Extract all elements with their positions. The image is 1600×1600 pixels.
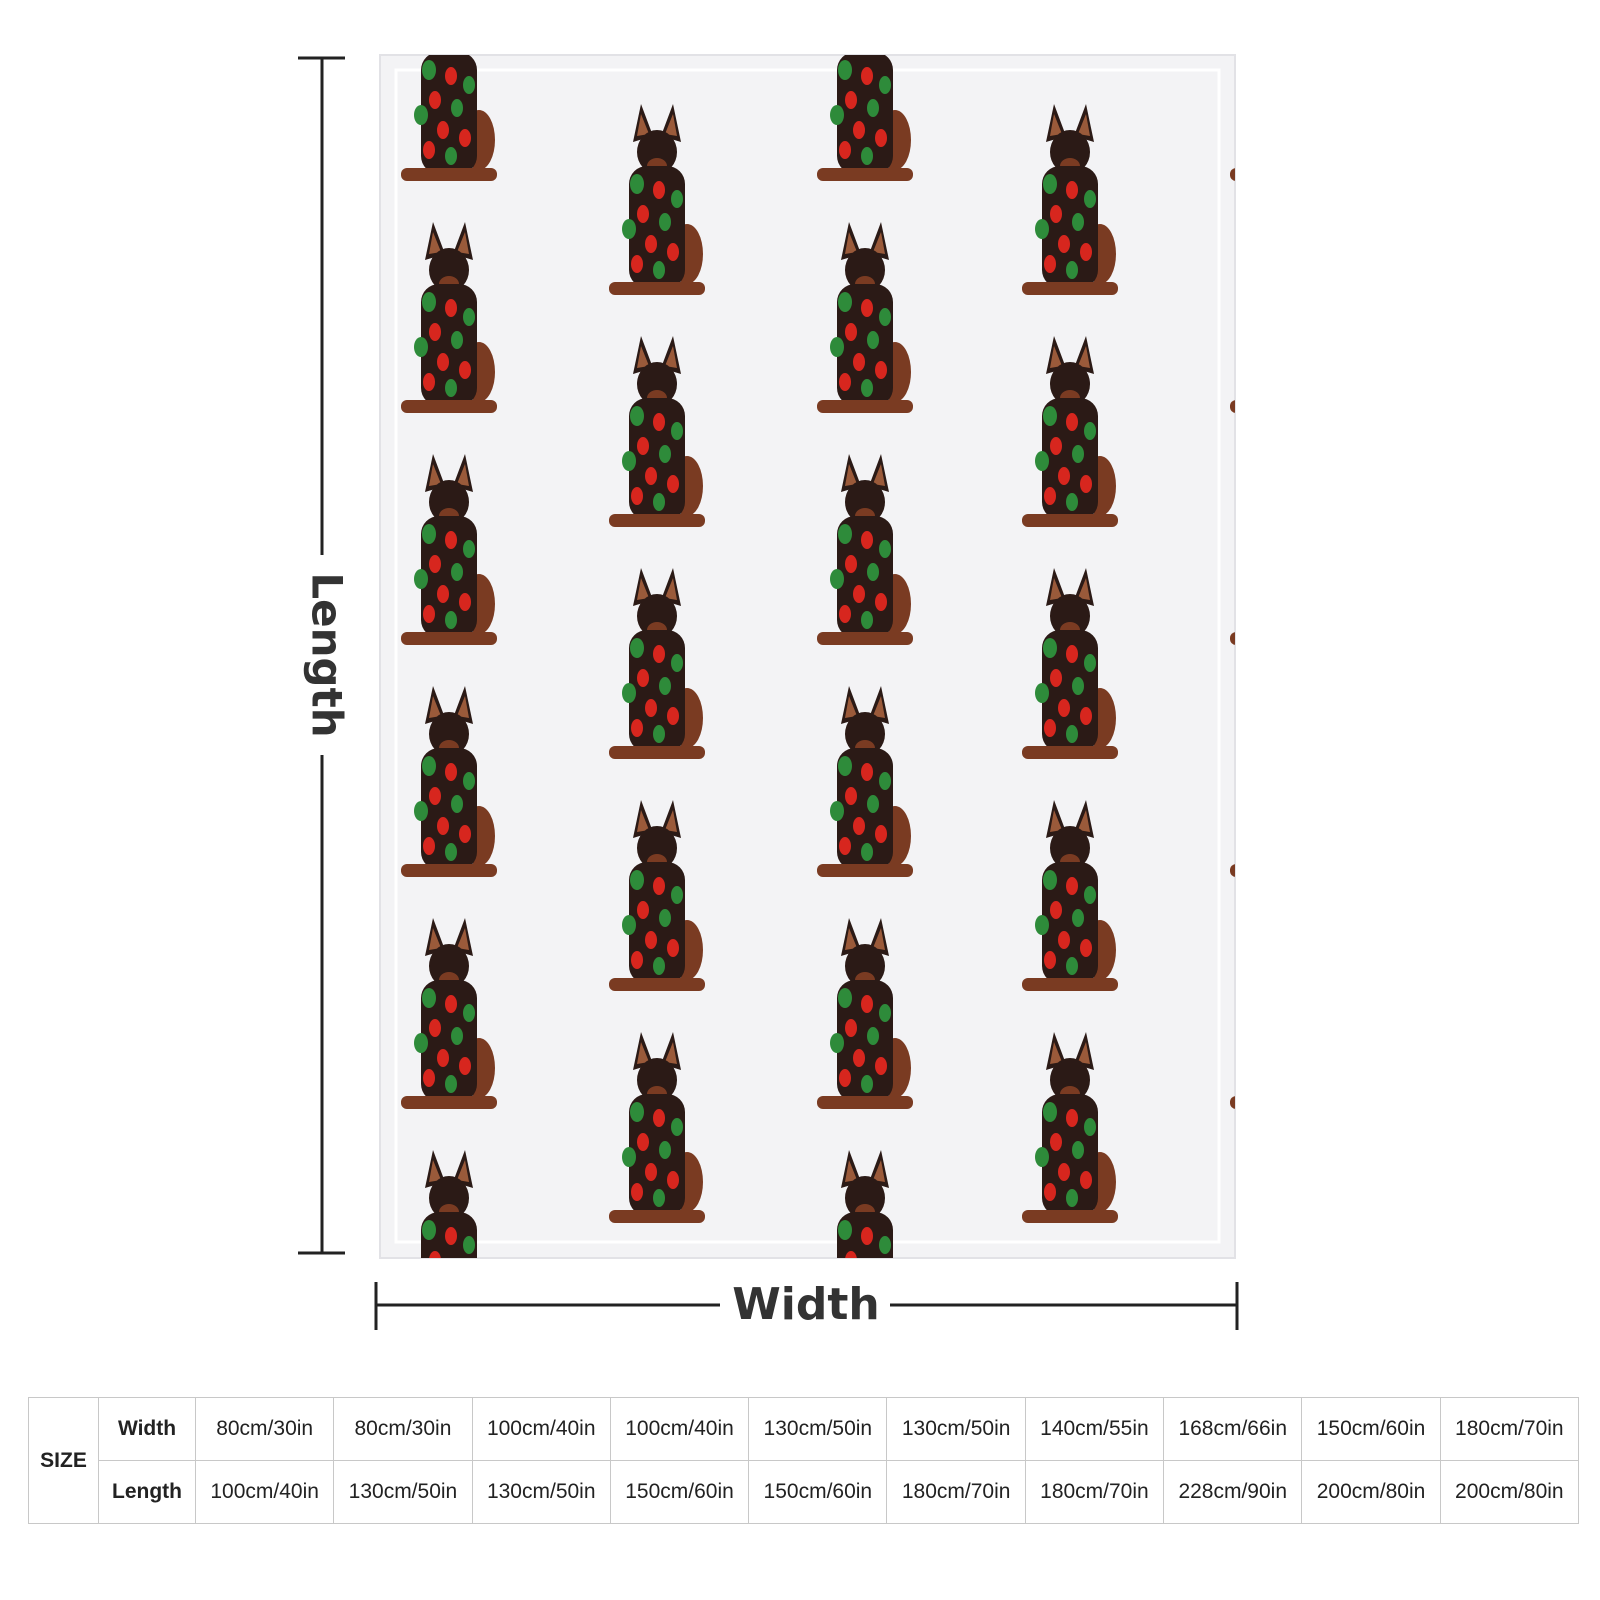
table-row: SIZE Width 80cm/30in 80cm/30in 100cm/40in 100…: [28, 1397, 1579, 1524]
size-cell: 130cm/50in: [886, 1397, 1026, 1461]
size-cell: 130cm/50in: [748, 1397, 888, 1461]
dog-motif: [1230, 1150, 1235, 1258]
blanket-hem: [394, 68, 1221, 1244]
dog-motif: [1230, 918, 1235, 1109]
length-label: Length: [303, 572, 352, 737]
size-cell: 150cm/60in: [609, 1460, 750, 1524]
size-cell: 100cm/40in: [194, 1460, 335, 1524]
row-header: Width: [98, 1397, 196, 1461]
dog-motif: [1022, 1264, 1118, 1380]
size-cell: 180cm/70in: [886, 1460, 1026, 1524]
size-cell: 140cm/55in: [1024, 1397, 1165, 1461]
size-cell: 100cm/40in: [609, 1397, 750, 1461]
dog-motif: [1230, 222, 1235, 413]
size-cell: 100cm/40in: [471, 1397, 611, 1461]
dog-motif: [609, 1264, 705, 1380]
size-cell: 150cm/60in: [748, 1460, 888, 1524]
size-cell: 180cm/70in: [1024, 1460, 1165, 1524]
size-cell: 130cm/50in: [471, 1460, 611, 1524]
dog-motif: [1230, 454, 1235, 645]
size-cell: 150cm/60in: [1301, 1397, 1441, 1461]
dog-motif: [1230, 55, 1235, 181]
row-header: Length: [98, 1460, 196, 1524]
size-cell: 168cm/66in: [1163, 1397, 1303, 1461]
size-cell: 200cm/80in: [1301, 1460, 1441, 1524]
table-row: Length 100cm/40in 130cm/50in 130cm/50in 150c…: [29, 1460, 1579, 1524]
size-cell: 80cm/30in: [194, 1397, 335, 1461]
size-header: SIZE: [28, 1397, 99, 1524]
length-marker: [298, 56, 345, 1255]
size-cell: 200cm/80in: [1439, 1460, 1579, 1524]
size-cell: 80cm/30in: [333, 1397, 473, 1461]
width-marker: [374, 1282, 1239, 1330]
size-table: SIZE Width 80cm/30in 80cm/30in 100cm/40in 100…: [28, 1397, 1579, 1524]
width-label: Width: [732, 1279, 879, 1330]
size-cell: 228cm/90in: [1163, 1460, 1303, 1524]
product-image: Length Width: [298, 54, 1239, 1380]
size-cell: 130cm/50in: [333, 1460, 473, 1524]
size-cell: 180cm/70in: [1439, 1397, 1579, 1461]
dog-motif: [1230, 686, 1235, 877]
